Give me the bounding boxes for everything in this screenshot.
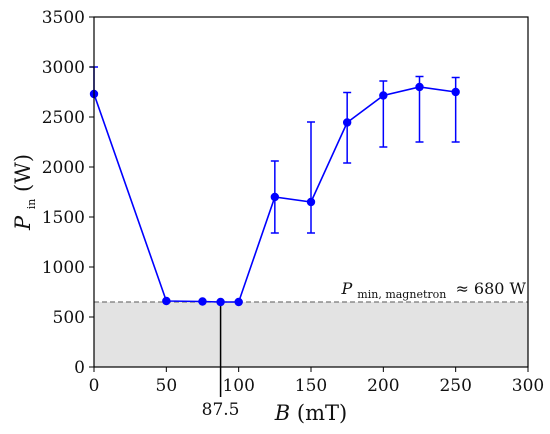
x-axis-title-symbol: B [274, 401, 290, 425]
labels-group: B (mT) P in (W) P min, magnetron ≈ 680 W… [11, 154, 527, 425]
x-tick-label: 0 [89, 376, 100, 396]
y-tick-label: 3000 [42, 58, 85, 78]
data-point [415, 82, 424, 92]
threshold-label-symbol: P [340, 279, 352, 298]
shaded-region-group [94, 302, 528, 367]
data-point [342, 118, 352, 127]
x-tick-label: 50 [156, 376, 178, 396]
x-tick-label: 250 [439, 376, 471, 396]
threshold-shaded-region [94, 302, 528, 367]
y-tick-label: 3500 [42, 8, 85, 28]
data-point [198, 297, 207, 306]
x-tick-label: 150 [295, 376, 327, 396]
x-tick-label: 300 [512, 376, 544, 396]
y-axis-title: P in (W) [11, 154, 40, 231]
data-point [234, 297, 243, 307]
threshold-label-value: ≈ 680 W [455, 279, 526, 298]
x-axis-title-unit: (mT) [297, 401, 347, 425]
data-point [451, 87, 460, 97]
data-point [379, 91, 388, 100]
series-group [89, 66, 460, 307]
y-tick-label: 1000 [42, 258, 85, 278]
x-axis-title: B (mT) [274, 401, 347, 425]
y-axis-title-unit: (W) [11, 154, 35, 192]
data-point [216, 297, 225, 307]
y-tick-label: 500 [53, 308, 85, 328]
vertical-marker-label: 87.5 [202, 400, 240, 420]
threshold-label-subscript: min, magnetron [357, 288, 446, 301]
x-tick-label: 200 [367, 376, 399, 396]
x-tick-label: 100 [222, 376, 254, 396]
data-point [162, 296, 171, 306]
axes-group: 0 50 100 150 200 250 3000500100015002000250030… [42, 8, 544, 396]
threshold-label: P min, magnetron ≈ 680 W [340, 279, 526, 302]
y-tick-label: 1500 [42, 208, 85, 228]
data-point [306, 197, 316, 207]
y-tick-label: 2500 [42, 108, 85, 128]
y-tick-label: 0 [74, 358, 85, 378]
y-axis-title-symbol: P [11, 215, 35, 231]
y-tick-label: 2000 [42, 158, 85, 178]
data-point [270, 192, 280, 202]
y-axis-title-subscript: in [25, 199, 38, 210]
